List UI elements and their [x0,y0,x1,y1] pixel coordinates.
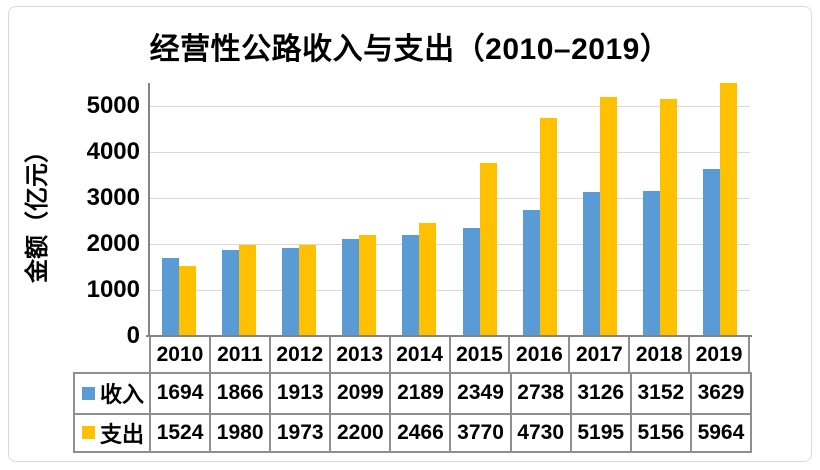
x-axis-category-2019: 2019 [690,337,751,372]
table-value-支出-2019: 5964 [689,412,750,451]
y-tick-label-1000: 1000 [86,276,140,303]
y-tick-label-4000: 4000 [86,138,140,165]
table-value-支出-2010: 1524 [149,412,210,451]
x-axis-category-row: 2010 2011 2012 2013 2014 2015 2016 2017 2018 2019 [149,337,751,372]
table-value-收入-2012: 1913 [269,374,329,413]
data-table: 收入 1694 1866 1913 2099 2189 2349 2738 3126 3152 36… [73,372,752,453]
bar-支出-2013 [359,234,377,336]
series-name: 收入 [100,382,145,408]
bar-收入-2012 [282,248,300,336]
table-value-收入-2015: 2349 [449,374,509,413]
bar-支出-2011 [239,244,257,336]
table-value-支出-2012: 1973 [269,412,330,451]
table-value-收入-2010: 1694 [149,374,209,413]
table-value-收入-2014: 2189 [389,374,449,413]
y-tick-label-3000: 3000 [86,184,140,211]
x-axis-line [146,335,752,337]
bar-支出-2016 [539,118,557,336]
table-row-label-收入: 收入 [75,374,149,413]
table-value-支出-2017: 5195 [569,412,630,451]
bar-支出-2017 [599,97,617,336]
bar-支出-2012 [299,245,317,336]
legend-key-支出 [82,426,95,440]
table-value-收入-2011: 1866 [209,374,269,413]
bar-收入-2010 [162,258,180,336]
x-axis-category-2010: 2010 [151,337,211,372]
y-tick-label-5000: 5000 [86,92,140,119]
bar-收入-2013 [342,239,360,336]
y-tick-label-0: 0 [126,322,140,349]
bar-收入-2014 [402,235,420,336]
legend-key-收入 [82,386,95,400]
x-axis-category-2014: 2014 [391,337,451,372]
x-axis-category-2015: 2015 [451,337,511,372]
y-axis-line [147,83,150,336]
table-value-支出-2018: 5156 [629,412,690,451]
bar-支出-2014 [419,222,437,336]
bar-支出-2015 [479,162,497,336]
table-value-支出-2013: 2200 [329,412,390,451]
x-axis-category-2011: 2011 [211,337,271,372]
table-value-收入-2017: 3126 [569,374,630,413]
bar-收入-2015 [462,227,480,336]
series-name: 支出 [100,421,145,447]
gridline-2000 [149,243,750,245]
gridline-1000 [149,289,750,291]
bar-支出-2018 [659,98,677,336]
bar-收入-2016 [522,210,540,336]
bar-收入-2019 [702,169,720,336]
gridline-4000 [149,151,750,153]
x-axis-category-2016: 2016 [510,337,571,372]
table-value-支出-2011: 1980 [209,412,270,451]
x-axis-category-2017: 2017 [570,337,631,372]
gridline-5000 [149,105,750,107]
gridline-3000 [149,197,750,199]
table-value-收入-2019: 3629 [689,374,750,413]
table-value-收入-2018: 3152 [629,374,690,413]
table-value-支出-2016: 4730 [509,412,570,451]
x-axis-category-2012: 2012 [271,337,331,372]
bar-收入-2018 [642,191,660,336]
bar-支出-2019 [719,83,737,336]
table-value-支出-2014: 2466 [389,412,450,451]
y-tick-label-2000: 2000 [86,230,140,257]
table-value-收入-2016: 2738 [509,374,570,413]
x-axis-category-2018: 2018 [630,337,691,372]
chart-title: 经营性公路收入与支出（2010–2019） [149,33,671,66]
table-value-支出-2015: 3770 [449,412,510,451]
x-axis-category-2013: 2013 [331,337,391,372]
table-value-收入-2013: 2099 [329,374,389,413]
table-row-label-支出: 支出 [75,412,149,452]
bar-支出-2010 [179,265,197,336]
bar-收入-2011 [222,250,240,336]
bar-收入-2017 [582,192,600,336]
